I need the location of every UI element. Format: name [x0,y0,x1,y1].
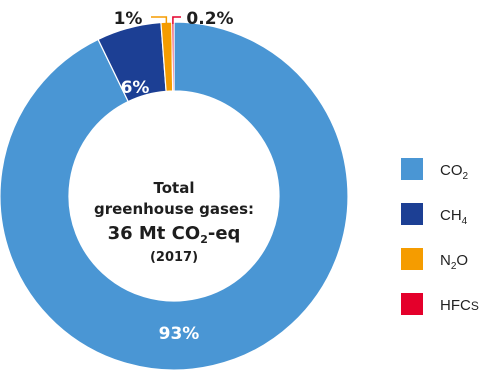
legend-item-co2: CO2 [401,158,469,182]
data-label-ch4: 6% [121,78,150,98]
center-subtitle: greenhouse gases: [94,200,254,218]
legend-swatch-hfcs [401,293,423,315]
legend-label-n2o: N2O [440,252,468,272]
legend-swatch-ch4 [401,203,423,225]
legend-swatch-co2 [401,158,423,180]
legend-item-hfcs: HFCS [401,293,479,315]
legend-label-hfcs: HFCS [440,297,479,314]
leader-lines [151,16,181,25]
leader-line-n2o [151,16,168,25]
legend: CO2 CH4 N2O HFCS [401,158,479,315]
data-label-co2: 93% [159,324,200,344]
data-label-n2o: 1% [114,9,143,29]
legend-swatch-n2o [401,248,423,270]
center-title: Total [154,179,195,197]
leader-line-hfcs [172,16,181,25]
legend-label-ch4: CH4 [440,207,468,227]
center-year: (2017) [150,250,198,265]
slice-co2 [0,21,349,371]
center-total: 36 Mt CO2-eq [108,223,241,246]
legend-item-ch4: CH4 [401,203,468,227]
center-text: Total greenhouse gases: 36 Mt CO2-eq (20… [94,179,254,265]
slice-hfcs [171,21,175,92]
legend-item-n2o: N2O [401,248,468,272]
data-label-hfcs: 0.2% [186,9,233,29]
legend-label-co2: CO2 [440,162,469,182]
slices-group [0,21,349,371]
